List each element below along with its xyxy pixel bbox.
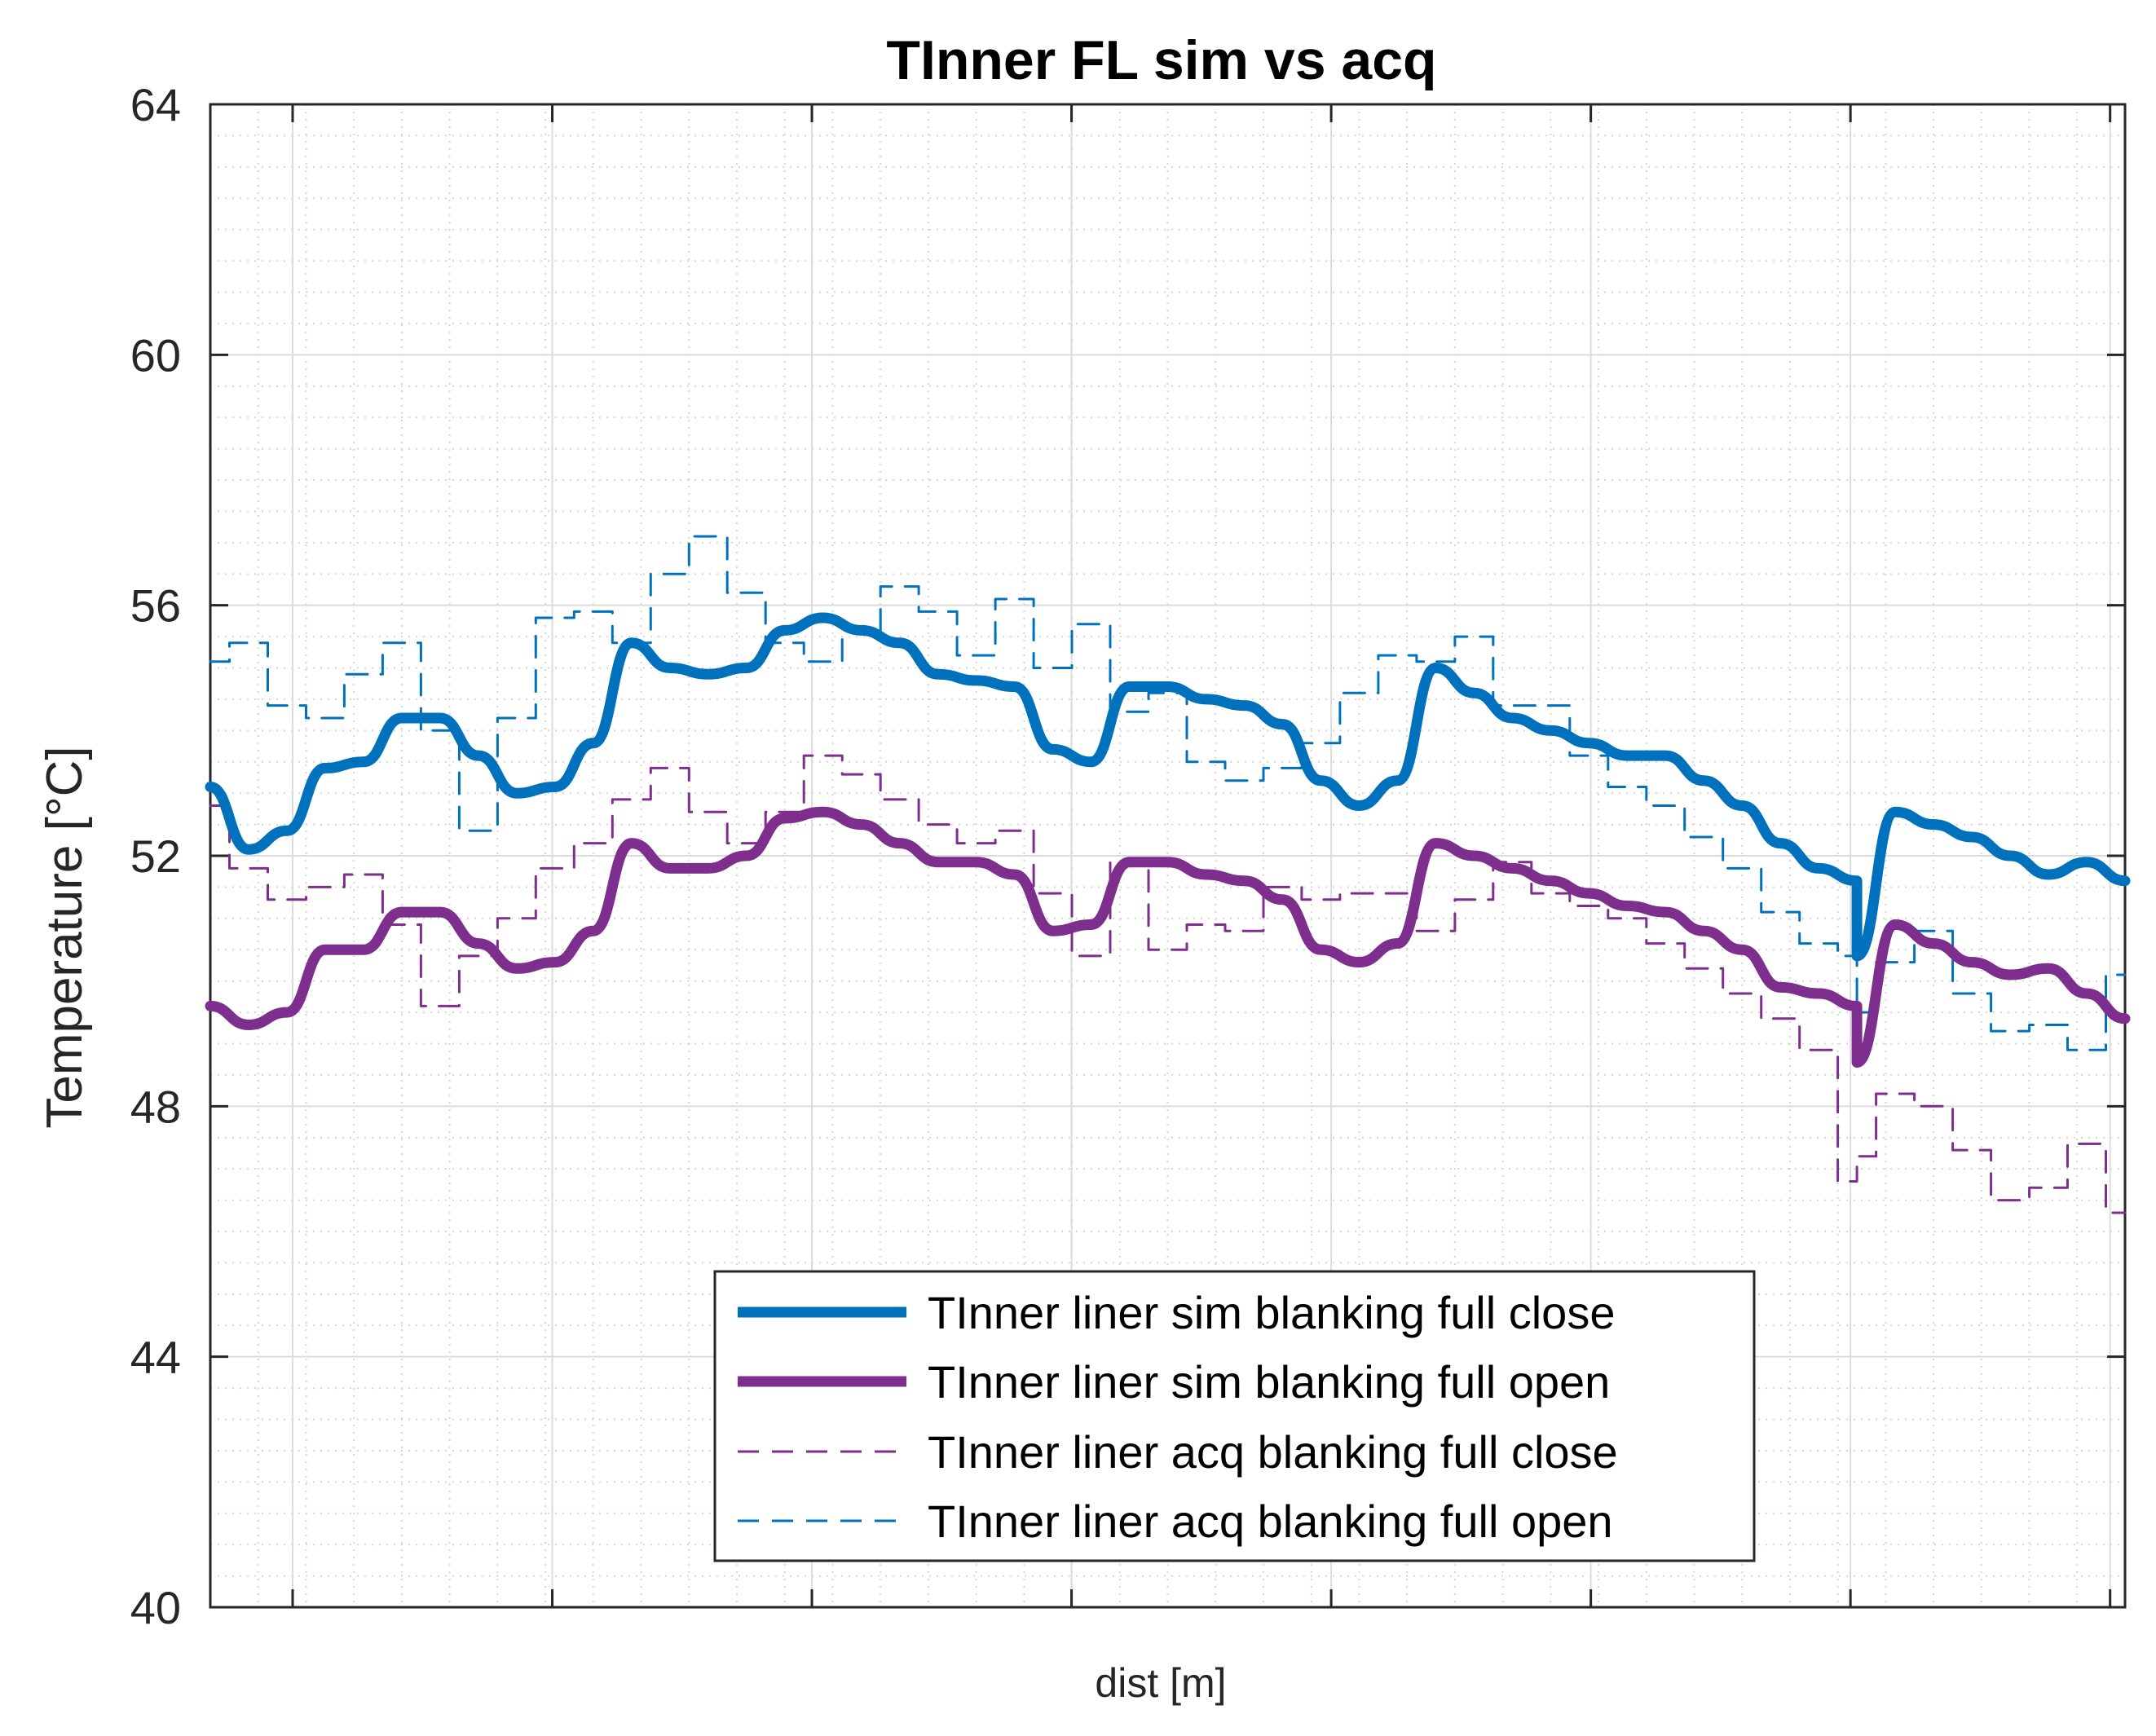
y-tick-label: 56 xyxy=(130,580,181,632)
series-line-4 xyxy=(209,535,2127,1051)
axes xyxy=(209,103,2127,1609)
legend: TInner liner sim blanking full close TIn… xyxy=(713,1270,1756,1562)
legend-label-sim-close: TInner liner sim blanking full close xyxy=(928,1287,1615,1338)
series-layer xyxy=(205,535,2131,1214)
series-line-2 xyxy=(205,806,2131,1068)
x-axis-label: dist [m] xyxy=(1095,1660,1226,1706)
y-tick-label: 44 xyxy=(130,1332,181,1383)
legend-label-sim-open: TInner liner sim blanking full open xyxy=(928,1356,1610,1408)
legend-label-acq-close: TInner liner acq blanking full close xyxy=(928,1426,1618,1478)
y-tick-label: 64 xyxy=(130,79,181,130)
legend-label-acq-open: TInner liner acq blanking full open xyxy=(928,1496,1613,1547)
y-tick-label: 60 xyxy=(130,329,181,381)
y-tick-labels: 40 44 48 52 56 60 64 xyxy=(130,79,181,1633)
y-axis-label: Temperature [°C] xyxy=(37,746,93,1128)
y-tick-label: 48 xyxy=(130,1081,181,1132)
legend-box xyxy=(713,1270,1756,1562)
axes-box xyxy=(209,103,2127,1609)
y-tick-label: 40 xyxy=(130,1582,181,1633)
series-line-3 xyxy=(209,754,2127,1214)
y-tick-label: 52 xyxy=(130,831,181,882)
series-line-1 xyxy=(205,612,2131,962)
chart-title: TInner FL sim vs acq xyxy=(886,29,1436,91)
